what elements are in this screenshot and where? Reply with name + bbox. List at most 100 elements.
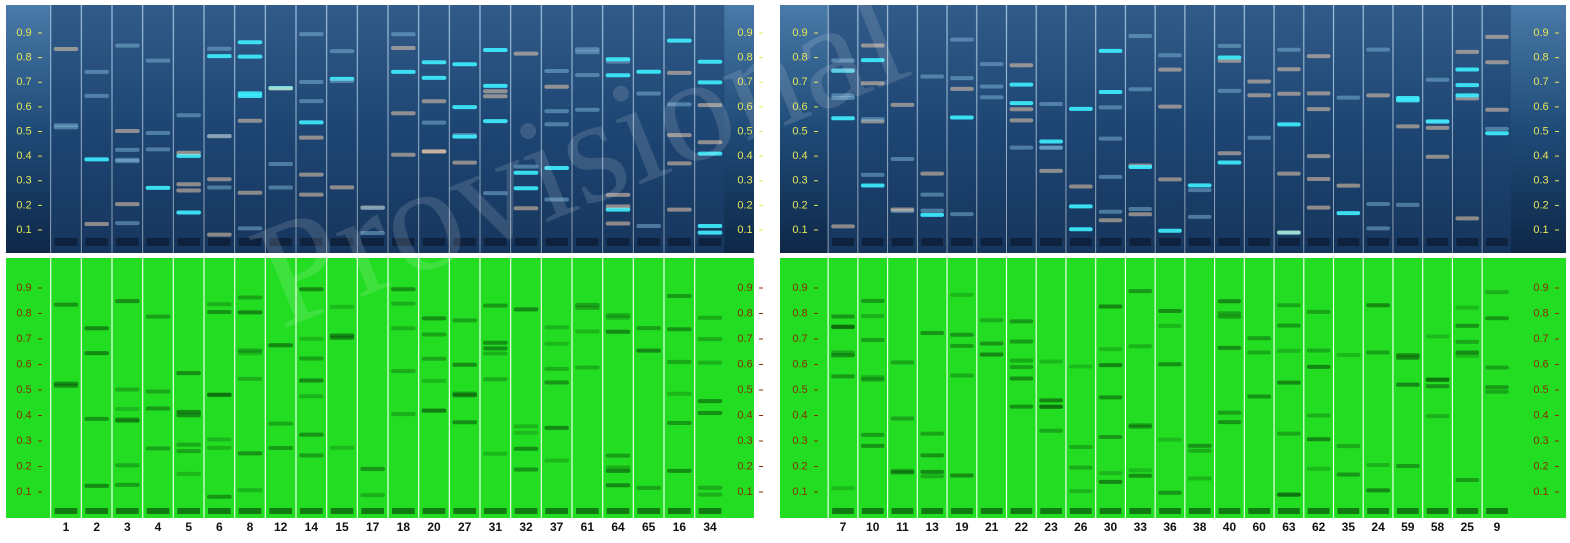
band (1455, 351, 1479, 355)
band (1485, 316, 1509, 320)
band (698, 337, 723, 341)
origin-spot (1159, 238, 1181, 246)
band (1158, 491, 1182, 495)
band (1307, 365, 1331, 369)
lane-label: 37 (550, 520, 564, 534)
band (698, 486, 723, 490)
band (1455, 306, 1479, 310)
lane-label: 38 (1193, 520, 1207, 534)
origin-spot (1427, 238, 1449, 246)
band (207, 134, 232, 138)
band (698, 411, 723, 415)
rf-label: 0.3 (792, 435, 807, 447)
origin-spot (1159, 508, 1181, 514)
lane-label: 18 (397, 520, 411, 534)
band (176, 410, 201, 414)
band (1069, 227, 1093, 231)
band (1128, 289, 1152, 293)
band (1188, 215, 1212, 219)
band (1218, 161, 1242, 165)
rf-label: 0.5 (792, 384, 807, 396)
band (1128, 344, 1152, 348)
band (861, 184, 885, 188)
lane (1364, 5, 1392, 253)
lane-label: 25 (1461, 520, 1475, 534)
band (1039, 405, 1063, 409)
band (575, 303, 600, 307)
band (1010, 365, 1034, 369)
band (1188, 449, 1212, 453)
band (452, 62, 477, 66)
rf-label: 0.5 (1533, 384, 1548, 396)
origin-spot (892, 508, 914, 514)
origin-spot (1129, 238, 1151, 246)
origin-spot (1456, 508, 1478, 514)
band (1307, 177, 1331, 181)
band (1396, 356, 1420, 360)
rf-label: 0.1 (737, 224, 752, 236)
origin-spot (177, 508, 200, 514)
band (1485, 108, 1509, 112)
band (1158, 53, 1182, 57)
origin-spot (1040, 508, 1062, 514)
band (176, 189, 201, 193)
origin-spot (832, 238, 854, 246)
band (422, 60, 447, 64)
band (1455, 93, 1479, 97)
band (1247, 350, 1271, 354)
band (1010, 83, 1034, 87)
band (1277, 48, 1301, 52)
band (483, 452, 508, 456)
lane (205, 5, 234, 253)
rf-label: 0.9 (1533, 282, 1548, 294)
band (422, 379, 447, 383)
rf-label: 0.6 (1533, 358, 1548, 370)
band (698, 231, 723, 235)
lane-label: 64 (611, 520, 625, 534)
band (238, 94, 263, 98)
band (1337, 473, 1361, 477)
band (1277, 172, 1301, 176)
lane-label: 16 (673, 520, 687, 534)
origin-spot (1189, 508, 1211, 514)
lane-label: 17 (366, 520, 380, 534)
band (1128, 207, 1152, 211)
band (1426, 378, 1450, 382)
band (861, 433, 885, 437)
band (606, 465, 631, 469)
band (238, 55, 263, 59)
origin-spot (981, 508, 1003, 514)
band (1337, 184, 1361, 188)
band (1426, 155, 1450, 159)
band (980, 318, 1004, 322)
lane-label: 63 (1282, 520, 1296, 534)
band (391, 412, 416, 416)
band (238, 377, 263, 381)
band (891, 469, 915, 473)
band (176, 472, 201, 476)
band (1426, 414, 1450, 418)
origin-spot (1456, 238, 1478, 246)
band (831, 324, 855, 328)
rf-label: 0.7 (16, 333, 31, 345)
band (1099, 305, 1123, 309)
lane-label: 8 (247, 520, 254, 534)
band (606, 454, 631, 458)
band (1039, 429, 1063, 433)
band (1128, 212, 1152, 216)
band (1158, 177, 1182, 181)
band (54, 47, 79, 51)
band (861, 314, 885, 318)
lane (1216, 5, 1244, 253)
band (422, 333, 447, 337)
rf-label: 0.6 (16, 101, 31, 113)
band (84, 94, 109, 98)
band (84, 484, 109, 488)
lane-label: 6 (216, 520, 223, 534)
band (84, 326, 109, 330)
band (146, 131, 171, 135)
rf-label: 0.7 (792, 333, 807, 345)
band (950, 212, 974, 216)
band (1426, 119, 1450, 123)
origin-spot (668, 508, 691, 514)
